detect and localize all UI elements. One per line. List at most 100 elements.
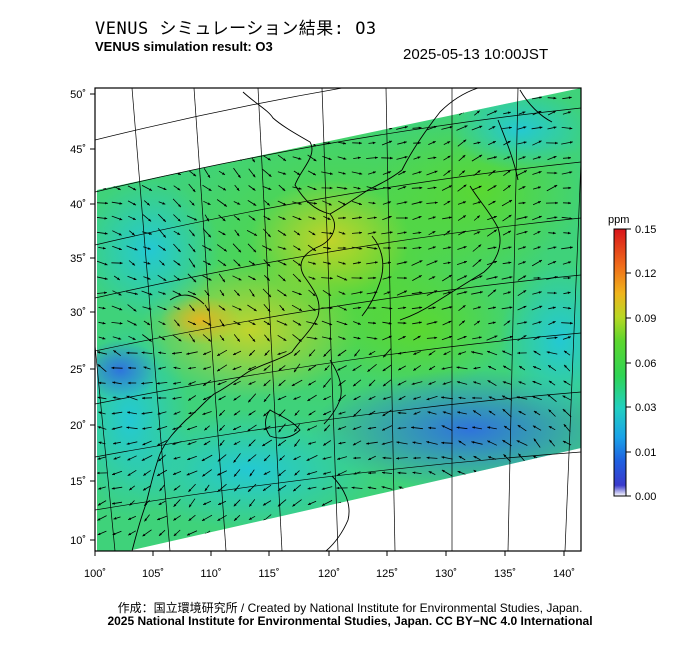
wind-arrow-head: [367, 427, 371, 430]
wind-arrow-head: [297, 232, 300, 236]
wind-arrow-head: [479, 275, 483, 278]
wind-arrow-head: [546, 351, 550, 354]
wind-arrow-head: [388, 246, 391, 250]
wind-arrow-head: [464, 291, 468, 294]
wind-arrow-head: [434, 170, 438, 174]
wind-arrow-head: [412, 471, 416, 474]
wind-arrow-head: [192, 233, 195, 237]
colorbar-label: 0.01: [635, 447, 656, 459]
wind-arrow-head: [282, 217, 286, 220]
wind-arrow-head: [402, 336, 406, 339]
wind-arrow-head: [472, 426, 475, 429]
wind-arrow-head: [187, 427, 190, 431]
wind-arrow-head: [447, 230, 451, 234]
wind-arrow-head: [449, 126, 453, 129]
wind-arrow-head: [313, 143, 316, 146]
wind-arrow-head: [118, 337, 122, 340]
wind-arrow-head: [411, 382, 415, 385]
wind-arrow-head: [97, 471, 100, 475]
wind-arrow-head: [462, 320, 465, 324]
wind-arrow-head: [157, 443, 161, 446]
wind-arrow-head: [223, 263, 227, 266]
wind-arrow-head: [523, 306, 527, 309]
wind-arrow-head: [277, 488, 281, 491]
wind-arrow-head: [552, 321, 556, 324]
wind-arrow-head: [382, 413, 386, 416]
wind-arrow-head: [248, 367, 252, 370]
wind-arrow-head: [359, 247, 363, 250]
wind-arrow-head: [428, 382, 432, 385]
wind-arrow-head: [158, 351, 162, 355]
wind-arrow-head: [102, 246, 106, 250]
wind-arrow-head: [206, 292, 210, 296]
wind-arrow-head: [447, 261, 451, 265]
lat-label: 10˚: [70, 535, 86, 547]
wind-arrow-head: [149, 232, 152, 235]
wind-arrow-head: [104, 217, 108, 220]
wind-arrow-head: [263, 427, 267, 430]
wind-arrow-head: [569, 171, 573, 174]
wind-arrow-head: [419, 186, 423, 190]
wind-arrow-head: [493, 306, 496, 309]
wind-arrow-head: [351, 486, 355, 489]
wind-arrow-head: [569, 217, 573, 220]
wind-arrow-head: [413, 412, 417, 415]
wind-arrow-head: [418, 246, 422, 250]
wind-arrow-head: [552, 111, 556, 114]
wind-arrow-head: [447, 155, 451, 159]
wind-arrow-head: [148, 307, 152, 310]
wind-arrow-head: [404, 201, 408, 204]
wind-arrow-head: [552, 231, 556, 235]
wind-arrow-head: [353, 472, 357, 475]
wind-arrow-head: [413, 456, 416, 460]
wind-arrow-head: [127, 457, 131, 461]
wind-arrow-head: [157, 473, 161, 476]
wind-arrow-head: [278, 413, 282, 417]
wind-arrow-head: [283, 172, 287, 175]
wind-arrow-head: [517, 351, 520, 355]
lat-label: 40˚: [70, 199, 86, 211]
wind-arrow-head: [144, 503, 148, 506]
wind-arrow-head: [554, 276, 558, 279]
wind-arrow-head: [217, 472, 221, 476]
wind-arrow-head: [133, 187, 137, 191]
wind-arrow-head: [538, 215, 542, 219]
wind-arrow-head: [254, 233, 257, 236]
wind-arrow-head: [282, 188, 286, 191]
wind-arrow-head: [292, 503, 296, 507]
wind-arrow-head: [203, 352, 207, 355]
wind-arrow-head: [388, 276, 392, 279]
wind-arrow-head: [372, 171, 376, 174]
wind-arrow-head: [404, 156, 408, 159]
wind-arrow-head: [223, 248, 227, 252]
wind-arrow-head: [234, 517, 237, 521]
wind-arrow-head: [177, 232, 181, 235]
wind-arrow-head: [98, 487, 102, 490]
wind-arrow-head: [298, 202, 302, 205]
wind-arrow-head: [441, 441, 445, 445]
lat-label: 50˚: [70, 89, 86, 101]
wind-arrow-head: [507, 185, 511, 188]
wind-arrow-head: [172, 442, 176, 445]
wind-arrow-head: [373, 321, 376, 325]
wind-arrow-head: [382, 368, 386, 371]
wind-arrow-head: [252, 174, 256, 178]
wind-arrow-head: [388, 261, 391, 265]
wind-arrow-head: [523, 275, 527, 279]
wind-arrow-head: [487, 440, 491, 443]
wind-arrow-head: [337, 368, 341, 371]
wind-arrow-head: [457, 471, 461, 474]
wind-arrow-head: [329, 232, 333, 235]
wind-arrow-head: [203, 397, 206, 400]
wind-arrow-head: [208, 338, 211, 342]
wind-arrow-head: [327, 247, 331, 250]
wind-arrow-head: [208, 234, 211, 238]
wind-arrow-head: [162, 337, 166, 341]
wind-arrow-head: [157, 412, 161, 415]
wind-arrow-head: [367, 486, 371, 489]
wind-arrow-head: [119, 322, 123, 325]
wind-arrow-head: [522, 186, 526, 189]
wind-arrow-head: [134, 247, 138, 251]
wind-arrow-head: [462, 231, 466, 234]
wind-arrow-head: [366, 442, 370, 445]
